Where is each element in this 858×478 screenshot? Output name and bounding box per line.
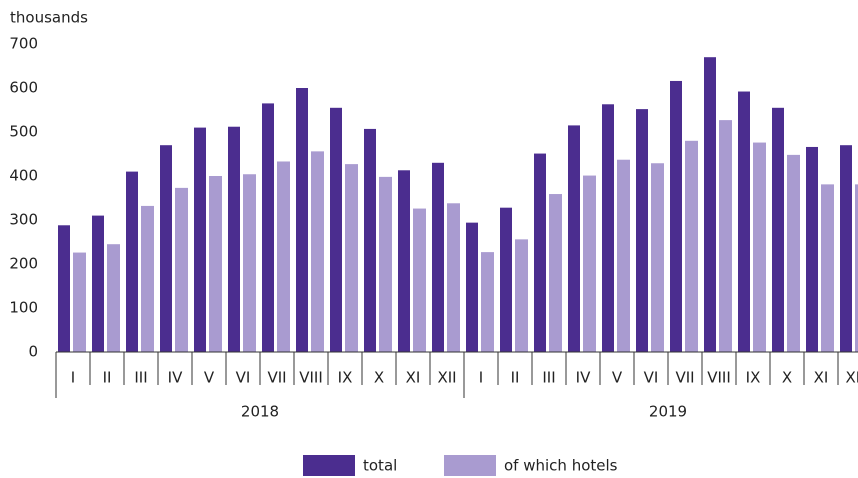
bar — [447, 203, 460, 352]
legend-label: of which hotels — [504, 457, 618, 475]
bar — [126, 171, 138, 352]
legend-label: total — [363, 457, 397, 475]
bar — [262, 103, 274, 353]
x-tick-label: XII — [845, 369, 858, 387]
bar — [583, 175, 596, 352]
bar — [704, 57, 716, 352]
bar — [840, 145, 852, 352]
bar — [719, 120, 732, 353]
bar — [651, 163, 664, 352]
bar — [855, 184, 858, 352]
legend-swatch — [444, 455, 496, 476]
x-tick-label: V — [204, 369, 215, 387]
bar — [515, 239, 528, 352]
bar — [602, 104, 614, 352]
bar — [772, 107, 784, 352]
y-tick-label: 300 — [9, 211, 38, 229]
x-tick-label: IX — [338, 369, 353, 387]
x-tick-label: X — [374, 369, 384, 387]
x-tick-label: VI — [236, 369, 251, 387]
bar — [753, 142, 766, 352]
bar — [160, 145, 172, 352]
bar — [141, 205, 154, 352]
x-tick-label: II — [103, 369, 112, 387]
y-tick-label: 600 — [9, 79, 38, 97]
bar — [413, 208, 426, 352]
bar — [821, 184, 834, 352]
bar — [243, 174, 256, 352]
x-tick-label: I — [479, 369, 483, 387]
x-tick-label: II — [511, 369, 520, 387]
y-tick-label: 100 — [9, 299, 38, 317]
y-tick-label: 500 — [9, 123, 38, 141]
y-tick-label: 400 — [9, 167, 38, 185]
bar — [549, 194, 562, 352]
x-tick-label: VII — [267, 369, 286, 387]
x-tick-label: VIII — [707, 369, 731, 387]
bar — [194, 127, 206, 352]
bar — [534, 153, 546, 352]
y-tick-label: 0 — [28, 343, 38, 361]
bar — [617, 159, 630, 352]
y-tick-label: 700 — [9, 35, 38, 53]
bar — [466, 222, 478, 352]
x-tick-label: VII — [675, 369, 694, 387]
bar — [228, 126, 240, 352]
bar — [568, 125, 580, 353]
y-axis-label: thousands — [10, 9, 88, 27]
bar — [296, 88, 308, 352]
bar — [379, 176, 392, 352]
x-tick-label: III — [134, 369, 147, 387]
x-tick-label: IV — [576, 369, 591, 387]
x-tick-label: XII — [437, 369, 456, 387]
bar — [175, 187, 188, 352]
bar — [432, 162, 444, 352]
x-tick-label: III — [542, 369, 555, 387]
y-tick-label: 200 — [9, 255, 38, 273]
bar — [500, 207, 512, 352]
legend-swatch — [303, 455, 355, 476]
bar — [685, 140, 698, 352]
x-tick-label: XI — [406, 369, 421, 387]
bar — [738, 91, 750, 353]
x-tick-label: VIII — [299, 369, 323, 387]
bar — [364, 128, 376, 352]
x-tick-label: I — [71, 369, 75, 387]
bar — [73, 252, 86, 352]
bar — [107, 244, 120, 352]
bar — [806, 146, 818, 352]
year-label: 2018 — [241, 403, 279, 421]
x-tick-label: X — [782, 369, 792, 387]
bar — [58, 225, 70, 352]
x-tick-label: V — [612, 369, 623, 387]
bar — [209, 176, 222, 352]
bar — [787, 154, 800, 352]
bar — [670, 80, 682, 353]
bar — [277, 161, 290, 352]
x-tick-label: VI — [644, 369, 659, 387]
bar — [398, 170, 410, 352]
x-tick-label: IX — [746, 369, 761, 387]
bar — [311, 151, 324, 352]
bar — [92, 215, 104, 352]
bar — [481, 252, 494, 352]
bar — [636, 109, 648, 353]
year-label: 2019 — [649, 403, 687, 421]
x-tick-label: XI — [814, 369, 829, 387]
bar — [330, 107, 342, 352]
x-tick-label: IV — [168, 369, 183, 387]
bar — [345, 164, 358, 352]
